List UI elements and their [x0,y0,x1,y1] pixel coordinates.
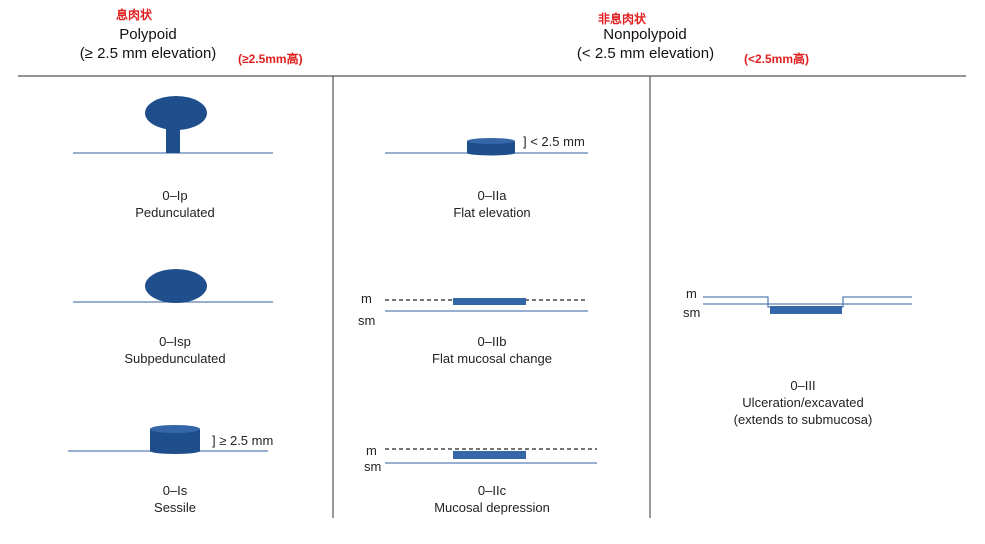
type-code: 0–IIc [477,483,507,498]
layer-sm-label: sm [358,313,376,328]
type-name: Ulceration/excavated [742,395,864,410]
type-code: 0–Ip [162,188,188,203]
type-code: 0–IIb [477,334,507,349]
measure-lt-label: ] < 2.5 mm [523,134,585,149]
polypoid-title: Polypoid [119,26,177,43]
flat-mucosal-change-figure [385,298,588,312]
layer-m-label: m [686,286,697,301]
mucosal-depression-figure [385,448,597,464]
type-name: Flat elevation [453,205,531,220]
type-extra: (extends to submucosa) [733,412,873,427]
type-code: 0–Isp [159,334,191,349]
subpedunculated-figure [73,269,273,303]
polypoid-subtitle: (≥ 2.5 mm elevation) [79,45,217,62]
polypoid-cn-label: 息肉状 [116,8,153,22]
layer-m-label: m [366,443,377,458]
layer-sm-label: sm [683,305,701,320]
type-code: 0–IIa [477,188,507,203]
measure-ge-label: ] ≥ 2.5 mm [212,433,274,448]
nonpolypoid-cn-label: 非息肉状 [598,12,647,26]
type-code: 0–Is [162,483,188,498]
ulceration-figure [703,296,912,314]
layer-m-label: m [361,291,372,306]
layer-sm-label: sm [364,459,382,474]
nonpolypoid-note: (<2.5mm高) [744,52,810,66]
nonpolypoid-subtitle: (< 2.5 mm elevation) [576,45,715,62]
type-name: Sessile [154,500,196,515]
type-code: 0–III [790,378,816,393]
type-name: Mucosal depression [434,500,550,515]
pedunculated-figure [73,96,273,154]
nonpolypoid-title: Nonpolypoid [603,26,687,43]
type-name: Subpedunculated [124,351,226,366]
polypoid-note: (≥2.5mm高) [238,52,303,66]
type-name: Pedunculated [135,205,215,220]
flat-elevation-figure [385,138,588,156]
type-name: Flat mucosal change [432,351,552,366]
sessile-figure [68,425,268,454]
